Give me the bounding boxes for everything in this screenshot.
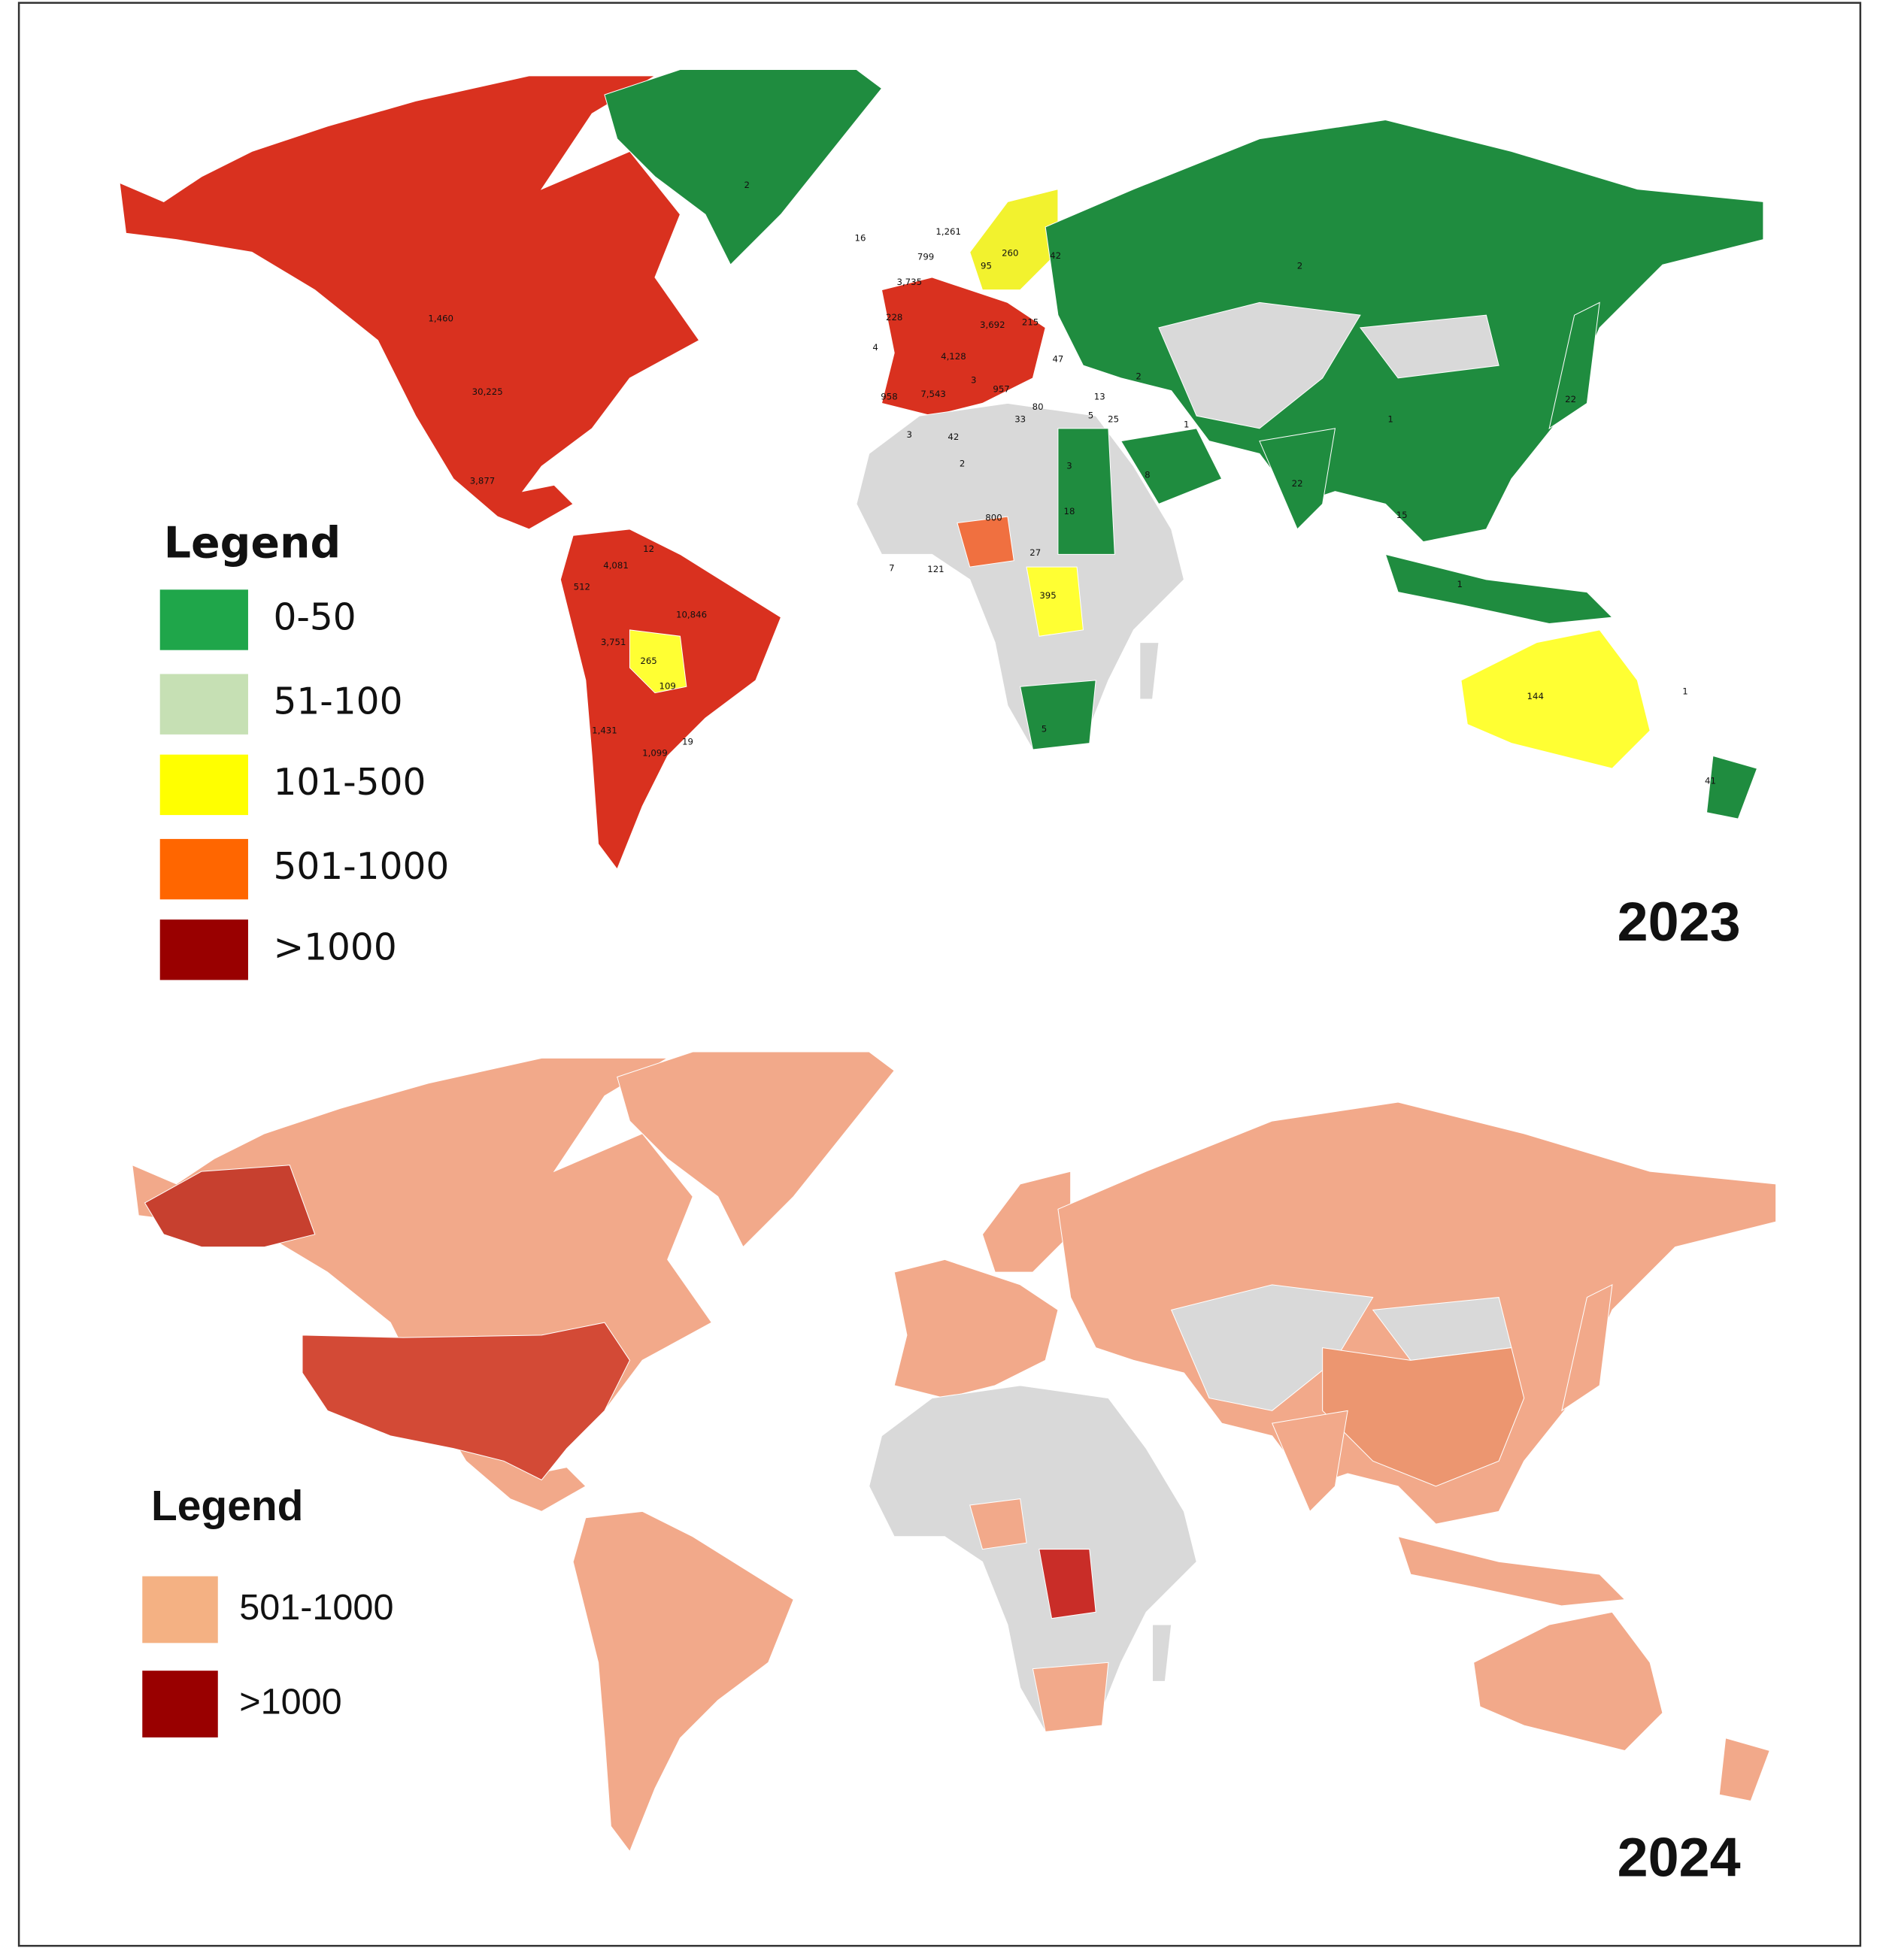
map-value-label: 12 [643, 544, 654, 554]
map-value-label: 3,692 [980, 320, 1005, 330]
map-value-label: 8 [1145, 469, 1150, 480]
year-label: 2023 [1618, 890, 1741, 953]
map-value-label: 3 [971, 375, 976, 386]
map-value-label: 228 [886, 312, 902, 323]
legend-label: 501-1000 [273, 846, 449, 888]
map-value-label: 7,543 [920, 389, 946, 399]
map-value-label: 144 [1527, 691, 1544, 701]
map-value-label: 10,846 [676, 609, 707, 620]
legend-swatch [159, 589, 248, 650]
map-value-label: 2 [744, 180, 749, 190]
map-value-label: 22 [1292, 478, 1303, 489]
legend-title: Legend [151, 1482, 303, 1530]
map-value-label: 2 [1297, 260, 1302, 271]
map-value-label: 1,431 [592, 725, 617, 735]
map-value-label: 1,099 [642, 748, 668, 759]
map-value-label: 95 [981, 260, 992, 271]
map-value-label: 16 [855, 232, 866, 243]
map-value-label: 2 [960, 458, 965, 468]
map-value-label: 3 [907, 429, 912, 440]
map-2024 [132, 1051, 1777, 1852]
map-value-label: 4 [872, 342, 878, 353]
legend-swatch [142, 1671, 218, 1737]
map-value-label: 42 [948, 432, 959, 442]
legend-label: 501-1000 [239, 1587, 393, 1628]
legend-label: >1000 [239, 1681, 341, 1722]
map-value-label: 33 [1014, 414, 1026, 425]
map-value-label: 4,128 [941, 351, 966, 362]
map-value-label: 22 [1565, 394, 1576, 404]
map-value-label: 4,081 [603, 560, 629, 571]
map-value-label: 47 [1052, 353, 1063, 364]
map-value-label: 5 [1088, 410, 1093, 421]
map-value-label: 395 [1039, 590, 1056, 601]
legend-label: 0-50 [273, 596, 356, 638]
map-value-label: 512 [574, 581, 590, 592]
map-value-label: 121 [927, 564, 944, 574]
legend-title: Legend [164, 518, 341, 568]
map-value-label: 7 [889, 562, 894, 573]
legend-swatch [159, 754, 248, 816]
map-value-label: 2 [1136, 371, 1141, 382]
map-value-label: 799 [917, 252, 934, 262]
map-value-label: 41 [1705, 775, 1716, 786]
map-value-label: 3 [1066, 461, 1072, 471]
map-value-label: 958 [881, 392, 897, 402]
legend-label: 101-500 [273, 762, 426, 804]
map-value-label: 80 [1032, 401, 1044, 412]
map-value-label: 1 [1387, 414, 1393, 425]
map-value-label: 109 [660, 681, 676, 692]
map-value-label: 3,751 [601, 637, 626, 647]
legend-swatch [159, 674, 248, 735]
map-value-label: 13 [1094, 392, 1105, 402]
legend-label: >1000 [273, 926, 396, 968]
map-value-label: 215 [1022, 317, 1039, 328]
map-value-label: 957 [993, 383, 1009, 394]
map-value-label: 1 [1184, 419, 1189, 429]
map-value-label: 3,877 [470, 476, 496, 486]
legend-swatch [159, 919, 248, 980]
map-value-label: 5 [1042, 724, 1047, 735]
map-value-label: 27 [1029, 547, 1041, 558]
legend-swatch [142, 1576, 218, 1643]
map-value-label: 260 [1002, 248, 1018, 259]
map-value-label: 800 [985, 512, 1002, 523]
map-2023 [119, 68, 1764, 870]
map-value-label: 1 [1682, 686, 1687, 696]
legend-swatch [159, 838, 248, 900]
year-label: 2024 [1618, 1825, 1741, 1888]
map-value-label: 25 [1108, 414, 1119, 425]
map-value-label: 3,735 [897, 277, 923, 287]
map-value-label: 15 [1396, 510, 1408, 520]
map-value-label: 30,225 [472, 386, 503, 397]
map-value-label: 265 [640, 656, 656, 666]
map-value-label: 1,261 [935, 226, 961, 237]
map-value-label: 19 [682, 736, 693, 747]
map-value-label: 1,460 [428, 314, 453, 324]
frame [17, 2, 1862, 1947]
map-value-label: 1 [1457, 579, 1462, 589]
map-value-label: 42 [1050, 250, 1061, 261]
legend-label: 51-100 [273, 681, 402, 723]
map-value-label: 18 [1064, 506, 1075, 517]
